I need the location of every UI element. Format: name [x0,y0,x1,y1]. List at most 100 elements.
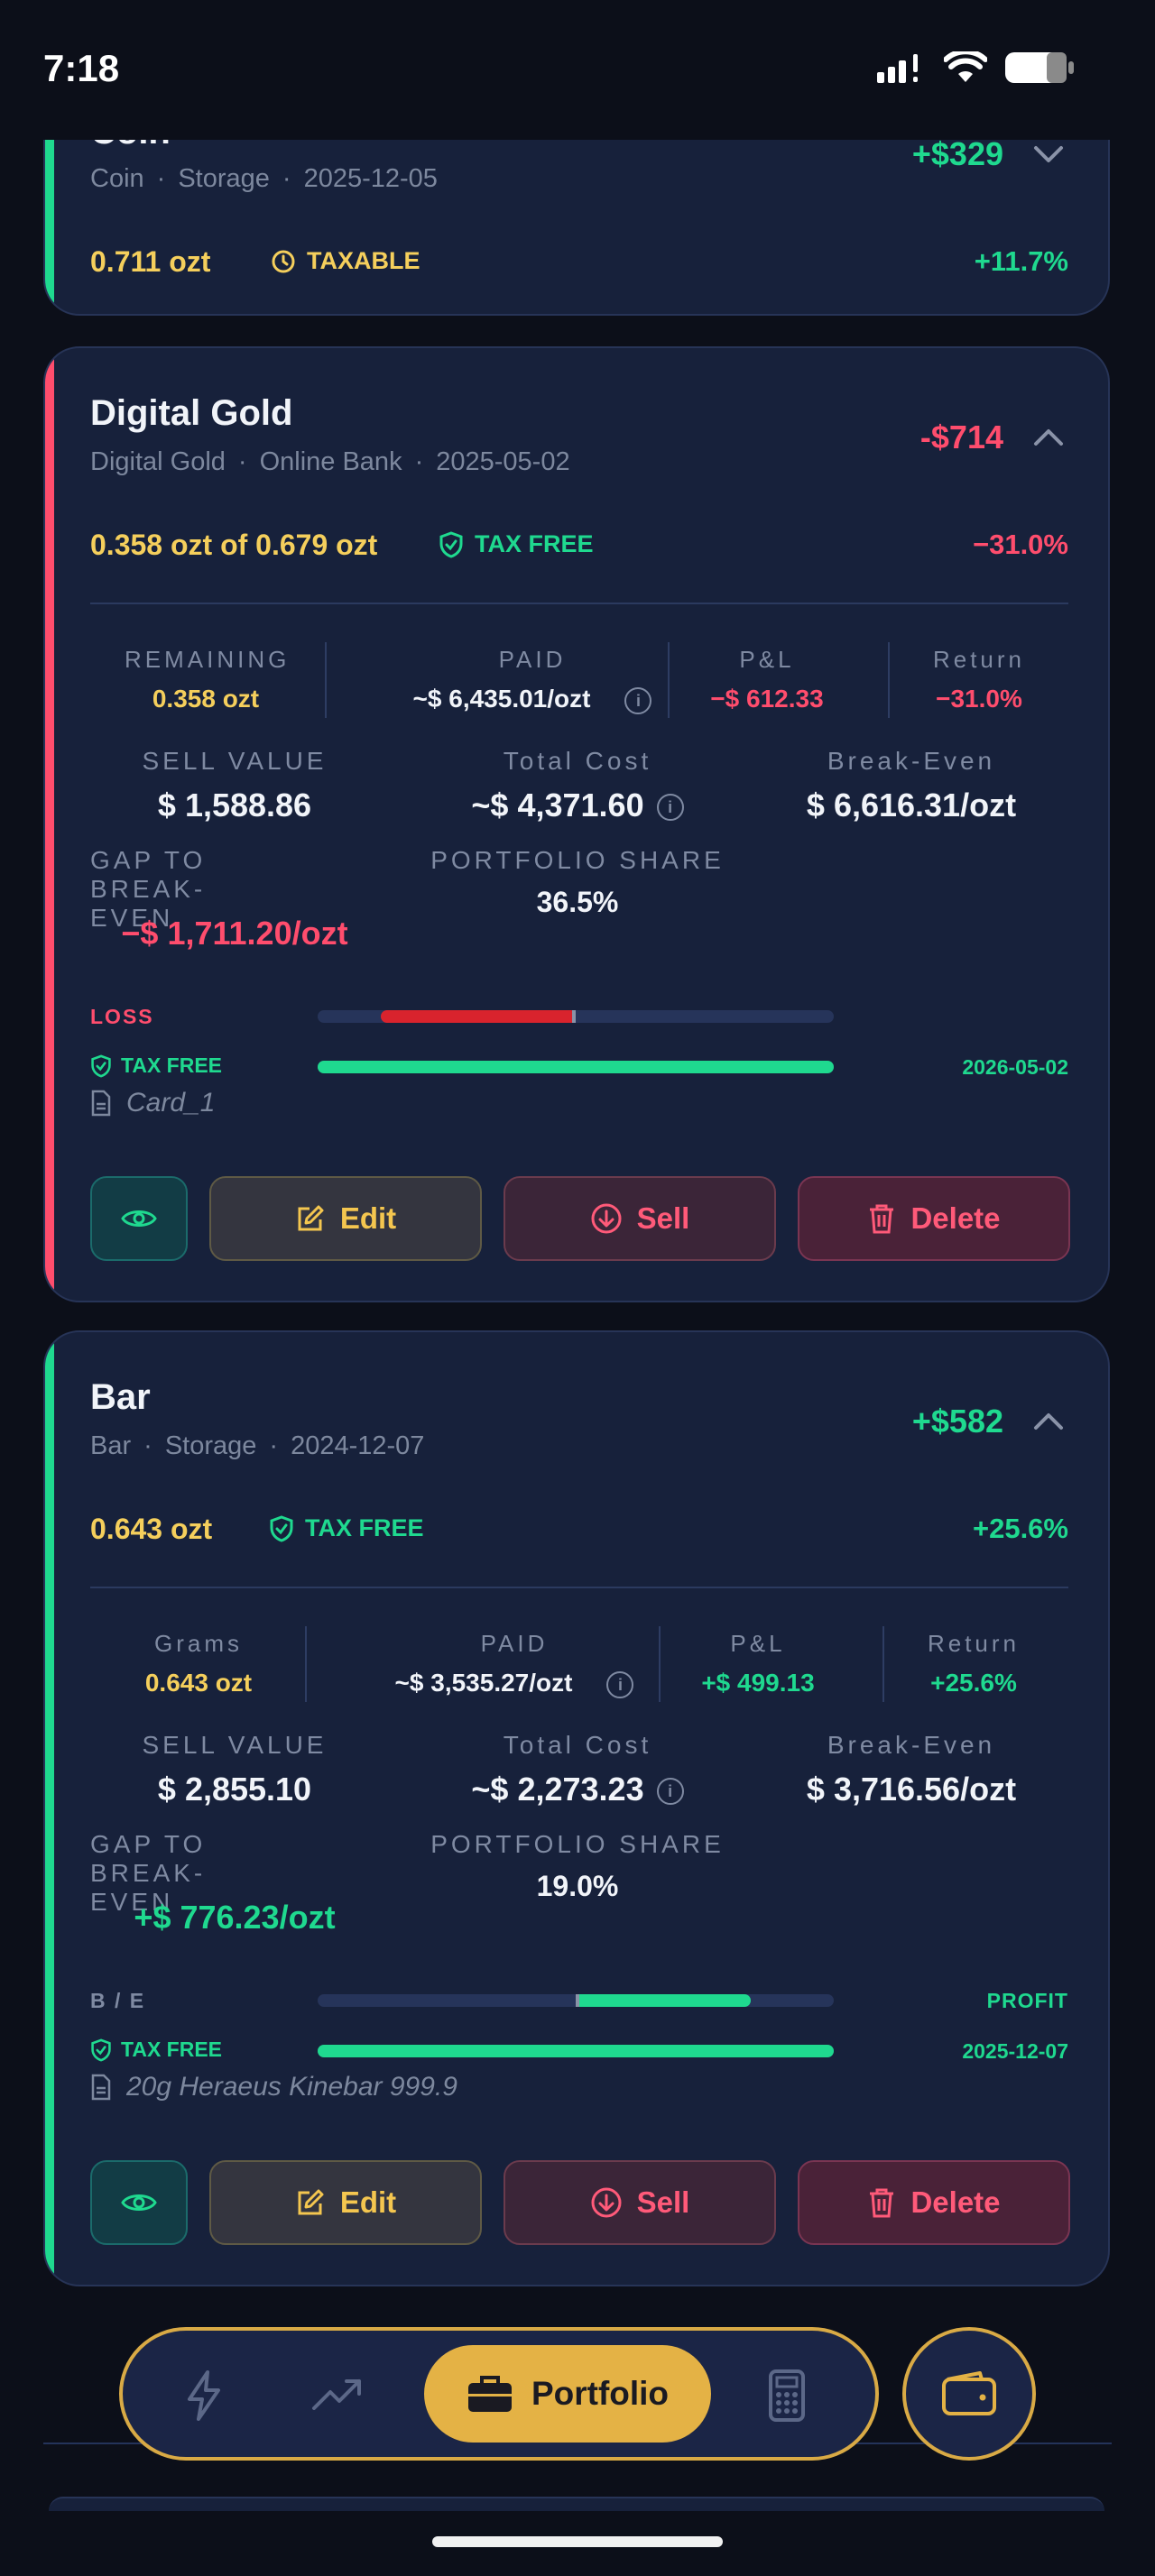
eye-icon [121,2194,157,2211]
sell-button[interactable]: Sell [504,2160,776,2245]
stat-separator [888,642,890,718]
shield-check-icon [91,1053,111,1077]
chevron-up-icon[interactable] [1030,424,1067,449]
edit-button[interactable]: Edit [209,2160,482,2245]
stat-separator [659,1626,661,1702]
sell-button[interactable]: Sell [504,1176,776,1261]
holding-return: +25.6% [972,1513,1068,1544]
tax-status-label: TAX FREE [305,1514,424,1541]
stat-value-pl: +$ 499.13 [701,1669,815,1697]
total-cost: ~$ 2,273.23 i [424,1771,731,1808]
edit-button-label: Edit [339,2185,397,2219]
holding-type: Coin [90,164,144,193]
holding-date: 2025-05-02 [436,447,570,476]
break-even-value: $ 3,716.56/ozt [806,1771,1017,1808]
holding-card-digital-gold[interactable]: Digital Gold Digital Gold · Online Bank · 20… [43,346,1110,1302]
stat-label-grams: Grams [154,1630,243,1657]
tax-status-label: TAX FREE [475,530,594,557]
holding-note-text: 20g Heraeus Kinebar 999.9 [126,2072,457,2102]
view-button[interactable] [90,2160,188,2245]
shield-check-icon [91,2038,111,2061]
holding-subtitle: Coin · Storage · 2025-12-05 [90,164,438,193]
edit-button[interactable]: Edit [209,1176,482,1261]
portfolio-share-label: PORTFOLIO SHARE [430,846,725,874]
tax-status-label: TAXABLE [307,247,420,274]
tax-free-fill [318,2045,834,2057]
tax-free-row-label: TAX FREE [90,2038,222,2062]
holding-type: Bar [90,1431,132,1460]
edit-button-label: Edit [339,1201,397,1235]
stat-value-return: −31.0% [936,685,1022,713]
wifi-icon [944,51,987,82]
trash-icon [870,1204,894,1234]
holding-return: −31.0% [972,529,1068,560]
card-accent [45,56,54,314]
gap-to-break-even-label: GAP TO BREAK-EVEN [90,1830,207,1916]
trending-up-icon[interactable] [310,2369,365,2423]
stat-value-paid-text: ~$ 6,435.01/ozt [412,685,591,713]
stat-value-paid: ~$ 3,535.27/ozt i [334,1669,695,1698]
holding-amount: -$714 [919,419,1003,455]
delete-button-label: Delete [910,2185,1001,2219]
portfolio-share-value: 19.0% [536,1870,619,1902]
holding-location: Storage [164,1431,257,1460]
holding-amount: +$329 [911,135,1003,172]
wallet-icon [942,2371,996,2415]
holding-return: +11.7% [974,245,1068,277]
holding-note-text: Card_1 [126,1088,216,1118]
info-icon[interactable]: i [656,1778,684,1806]
holding-location: Storage [178,164,270,193]
break-even-marker [576,1994,579,2007]
stat-separator [325,642,327,718]
info-icon[interactable]: i [606,1670,634,1698]
delete-button[interactable]: Delete [798,2160,1070,2245]
holding-card-bar[interactable]: Bar Bar · Storage · 2024-12-07 +$582 0.643 o… [43,1330,1110,2286]
chevron-down-icon[interactable] [1030,143,1067,168]
holding-subtitle: Digital Gold · Online Bank · 2025-05-02 [90,447,570,476]
total-cost: ~$ 4,371.60 i [424,787,731,824]
eye-icon [121,1210,157,1227]
wallet-button[interactable] [902,2327,1036,2461]
clock-icon [272,250,295,272]
calculator-icon[interactable] [760,2369,814,2423]
stat-separator [305,1626,307,1702]
delete-button[interactable]: Delete [798,1176,1070,1261]
stat-label-pl: P&L [730,1630,786,1657]
holding-date: 2025-12-05 [303,164,438,193]
info-icon[interactable]: i [624,686,652,714]
divider [90,1587,1068,1588]
shield-check-icon [439,530,463,558]
status-bar: 7:18 [0,0,1155,140]
arrow-down-circle-icon [591,2187,622,2218]
tax-status-badge: TAXABLE [271,247,420,275]
status-icons [877,51,1076,85]
sell-button-label: Sell [636,1201,690,1235]
stat-label-pl: P&L [739,646,795,673]
portfolio-share-value: 36.5% [536,886,619,918]
break-even-label: Break-Even [827,1731,996,1759]
holding-title: Bar [90,1377,151,1417]
divider [90,603,1068,604]
stat-value-paid-text: ~$ 3,535.27/ozt [394,1669,573,1697]
sell-button-label: Sell [636,2185,690,2219]
sell-value-label: SELL VALUE [142,747,328,775]
sell-value: $ 2,855.10 [157,1771,312,1808]
holding-amount: +$582 [911,1403,1003,1440]
status-time: 7:18 [43,47,120,89]
view-button[interactable] [90,1176,188,1261]
chevron-up-icon[interactable] [1030,1408,1067,1433]
lightning-icon[interactable] [177,2369,231,2423]
total-cost-text: ~$ 4,371.60 [471,787,644,823]
battery-icon [1005,52,1074,83]
gap-to-break-even-label: GAP TO BREAK-EVEN [90,846,207,932]
gap-to-break-even-value: +$ 776.23/ozt [134,1899,336,1936]
stat-value-paid: ~$ 6,435.01/ozt i [352,685,713,714]
holding-subtitle: Bar · Storage · 2024-12-07 [90,1431,425,1460]
profit-fill [579,1994,751,2007]
nav-tab-portfolio[interactable]: Portfolio [424,2345,711,2443]
holding-type: Digital Gold [90,447,226,476]
holding-date: 2024-12-07 [291,1431,425,1460]
edit-icon [298,2189,324,2215]
break-even-marker [572,1010,576,1023]
info-icon[interactable]: i [656,794,684,822]
